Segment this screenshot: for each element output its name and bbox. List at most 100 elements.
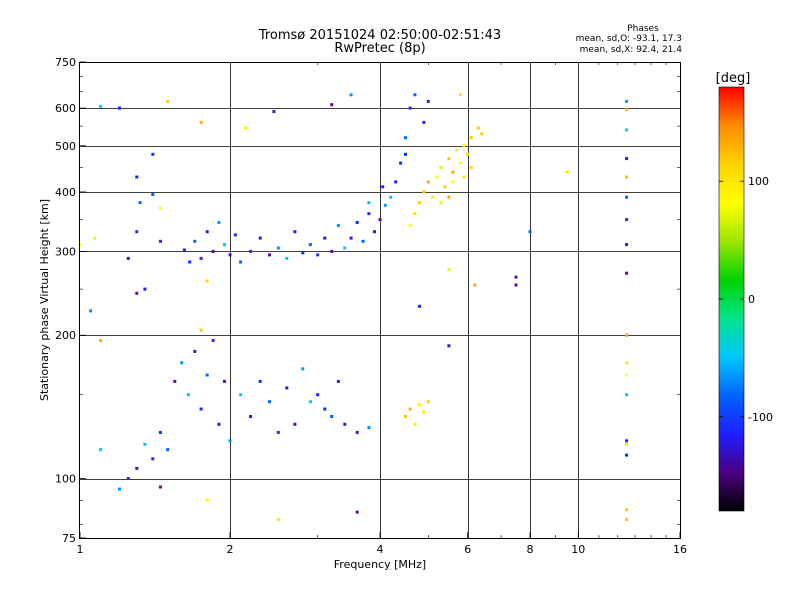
- data-point-s1-40: [625, 333, 629, 337]
- data-point-s0-6: [217, 221, 221, 224]
- data-point-s1-5: [431, 195, 435, 199]
- y-tick-label-5: 500: [55, 140, 76, 153]
- data-point-s1-4: [426, 180, 430, 184]
- data-point-s0-105: [625, 453, 629, 457]
- data-point-s1-15: [469, 136, 473, 140]
- data-point-s0-29: [378, 218, 382, 222]
- data-point-s1-33: [199, 328, 203, 332]
- data-point-s0-52: [217, 422, 221, 426]
- data-points: [78, 93, 629, 522]
- data-point-s0-84: [126, 256, 130, 260]
- colorbar-gradient: [718, 86, 745, 512]
- data-point-s0-44: [426, 99, 430, 103]
- data-point-s0-53: [223, 379, 226, 383]
- data-point-s0-61: [293, 422, 297, 426]
- data-point-s0-86: [89, 309, 93, 313]
- colorbar: [deg] 100 0 -100: [716, 71, 773, 512]
- data-point-s1-11: [455, 148, 459, 152]
- legend-line-o: mean, sd,O: -93.1, 17.3: [576, 34, 682, 44]
- colorbar-tick-label-2: -100: [748, 411, 773, 424]
- data-point-s0-85: [135, 291, 139, 295]
- data-point-s0-4: [205, 230, 209, 234]
- x-tick-label-5: 10: [571, 543, 585, 556]
- x-tick-label-3: 6: [464, 543, 471, 556]
- data-point-s0-82: [138, 201, 142, 205]
- data-point-s1-22: [408, 407, 412, 411]
- data-point-s0-26: [361, 239, 365, 243]
- data-point-s0-92: [514, 275, 518, 279]
- data-point-s1-25: [422, 410, 426, 414]
- chart-title: Tromsø 20151024 02:50:00-02:51:43: [258, 28, 501, 43]
- data-point-s1-26: [426, 400, 430, 404]
- data-point-s0-16: [293, 230, 297, 234]
- data-point-s0-81: [135, 175, 139, 179]
- data-point-s1-31: [276, 518, 280, 522]
- y-axis-ticks: 75 100 200 300 400 500 600 750: [55, 56, 680, 545]
- data-point-s0-5: [211, 249, 215, 253]
- data-point-s0-69: [355, 430, 359, 434]
- data-point-s1-20: [469, 166, 473, 170]
- data-point-s0-11: [249, 249, 253, 253]
- x-axis-ticks: 1 2 4 6 8 10 16: [77, 62, 687, 556]
- data-point-s0-64: [316, 393, 320, 397]
- data-point-s1-18: [451, 180, 455, 184]
- data-point-s1-48: [158, 206, 162, 210]
- data-point-s0-23: [343, 246, 347, 250]
- grid: [80, 62, 680, 538]
- data-point-s0-79: [99, 104, 103, 108]
- data-point-s0-14: [276, 246, 280, 250]
- y-tick-label-6: 600: [55, 102, 76, 115]
- data-point-s0-25: [355, 221, 359, 224]
- data-point-s0-46: [180, 361, 184, 365]
- data-point-s0-65: [323, 407, 327, 411]
- data-point-s1-21: [404, 415, 407, 418]
- data-point-s0-41: [404, 152, 407, 156]
- data-point-s0-100: [625, 243, 629, 247]
- y-tick-label-2: 200: [55, 329, 76, 342]
- data-point-s1-1: [413, 212, 417, 216]
- data-point-s0-89: [151, 152, 155, 156]
- data-point-s0-88: [143, 287, 147, 291]
- data-point-s0-70: [367, 426, 371, 429]
- data-point-s0-62: [301, 367, 305, 371]
- x-tick-label-4: 8: [527, 543, 534, 556]
- data-point-s1-41: [625, 361, 629, 365]
- data-point-s0-50: [205, 373, 209, 377]
- data-point-s0-63: [308, 400, 312, 404]
- data-point-s0-20: [323, 236, 327, 240]
- data-point-s0-22: [336, 224, 340, 227]
- data-point-s1-10: [451, 170, 455, 174]
- data-point-s0-58: [268, 400, 271, 404]
- data-point-s0-45: [173, 379, 177, 383]
- data-point-s0-21: [330, 249, 334, 253]
- data-point-s0-95: [625, 128, 629, 132]
- data-point-s1-42: [625, 373, 629, 377]
- data-point-s0-107: [418, 304, 421, 308]
- data-point-s0-17: [301, 251, 305, 255]
- data-point-s0-24: [349, 236, 353, 240]
- data-point-s1-38: [625, 108, 629, 112]
- data-point-s1-51: [476, 126, 480, 130]
- y-tick-label-7: 750: [55, 56, 76, 69]
- data-point-s0-72: [151, 457, 155, 461]
- data-point-s0-57: [258, 379, 262, 383]
- colorbar-ticks: 100 0 -100: [719, 175, 773, 424]
- data-point-s0-75: [126, 477, 130, 480]
- data-point-s0-7: [223, 243, 226, 247]
- data-point-s0-77: [158, 485, 162, 489]
- colorbar-tick-label-0: 100: [748, 175, 769, 188]
- y-axis-label: Stationary phase Virtual Height [km]: [38, 199, 51, 401]
- data-point-s1-27: [166, 99, 170, 103]
- data-point-s0-108: [447, 344, 451, 348]
- data-point-s1-35: [93, 236, 97, 240]
- data-point-s0-60: [285, 386, 289, 390]
- data-point-s0-8: [228, 253, 232, 257]
- data-point-s0-80: [118, 106, 121, 110]
- data-point-s0-103: [625, 393, 629, 397]
- y-tick-label-1: 100: [55, 473, 76, 486]
- legend-line-x: mean, sd,X: 92.4, 21.4: [580, 45, 683, 55]
- data-point-s1-12: [458, 161, 462, 165]
- data-point-s0-49: [199, 407, 203, 411]
- data-point-s0-59: [276, 430, 280, 434]
- colorbar-tick-label-1: 0: [748, 293, 755, 306]
